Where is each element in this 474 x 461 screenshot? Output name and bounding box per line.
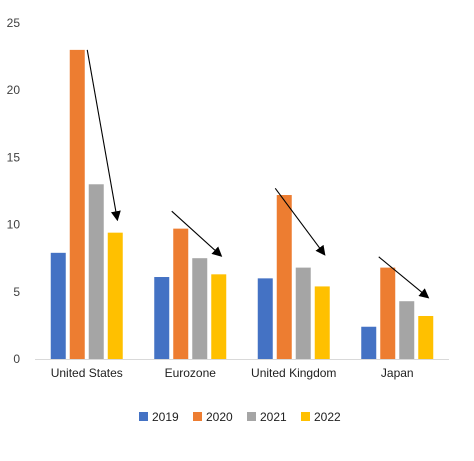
annotation-layer — [86, 49, 430, 299]
y-tick-label: 10 — [7, 218, 21, 232]
x-category-label: United States — [51, 366, 123, 380]
y-tick-label: 25 — [7, 16, 21, 30]
bar — [69, 49, 85, 359]
legend-swatch — [139, 412, 148, 421]
bar — [399, 301, 415, 359]
x-category-label: Japan — [381, 366, 414, 380]
legend: 2019 2020 2021 2022 — [139, 410, 341, 424]
legend-label: 2019 — [152, 410, 179, 424]
legend-label: 2022 — [314, 410, 341, 424]
bar — [173, 228, 189, 359]
bar — [88, 184, 104, 359]
x-category-label: Eurozone — [165, 366, 217, 380]
bar — [257, 278, 273, 359]
y-tick-label: 15 — [7, 150, 21, 164]
trend-arrow — [274, 187, 326, 256]
y-tick-label: 0 — [13, 352, 20, 366]
bar — [276, 195, 292, 359]
axis-layer: 0 5 10 15 20 25 United States Eurozone United Ki… — [7, 16, 449, 380]
legend-swatch — [247, 412, 256, 421]
bar — [380, 267, 396, 359]
bar — [154, 277, 170, 359]
trend-arrow — [86, 49, 121, 222]
legend-swatch — [301, 412, 310, 421]
bar — [211, 274, 227, 359]
bar — [361, 326, 377, 359]
legend-label: 2020 — [206, 410, 233, 424]
bar — [295, 267, 311, 359]
legend-label: 2021 — [260, 410, 287, 424]
legend-swatch — [193, 412, 202, 421]
bar — [107, 232, 123, 359]
y-tick-label: 5 — [13, 285, 20, 299]
bar — [418, 315, 434, 359]
bar — [192, 258, 208, 359]
y-tick-label: 20 — [7, 83, 21, 97]
trend-arrow — [378, 256, 430, 299]
bar — [50, 252, 66, 359]
bar — [314, 286, 330, 359]
bar-layer — [50, 49, 434, 359]
trend-arrow — [171, 210, 223, 257]
x-category-label: United Kingdom — [251, 366, 336, 380]
